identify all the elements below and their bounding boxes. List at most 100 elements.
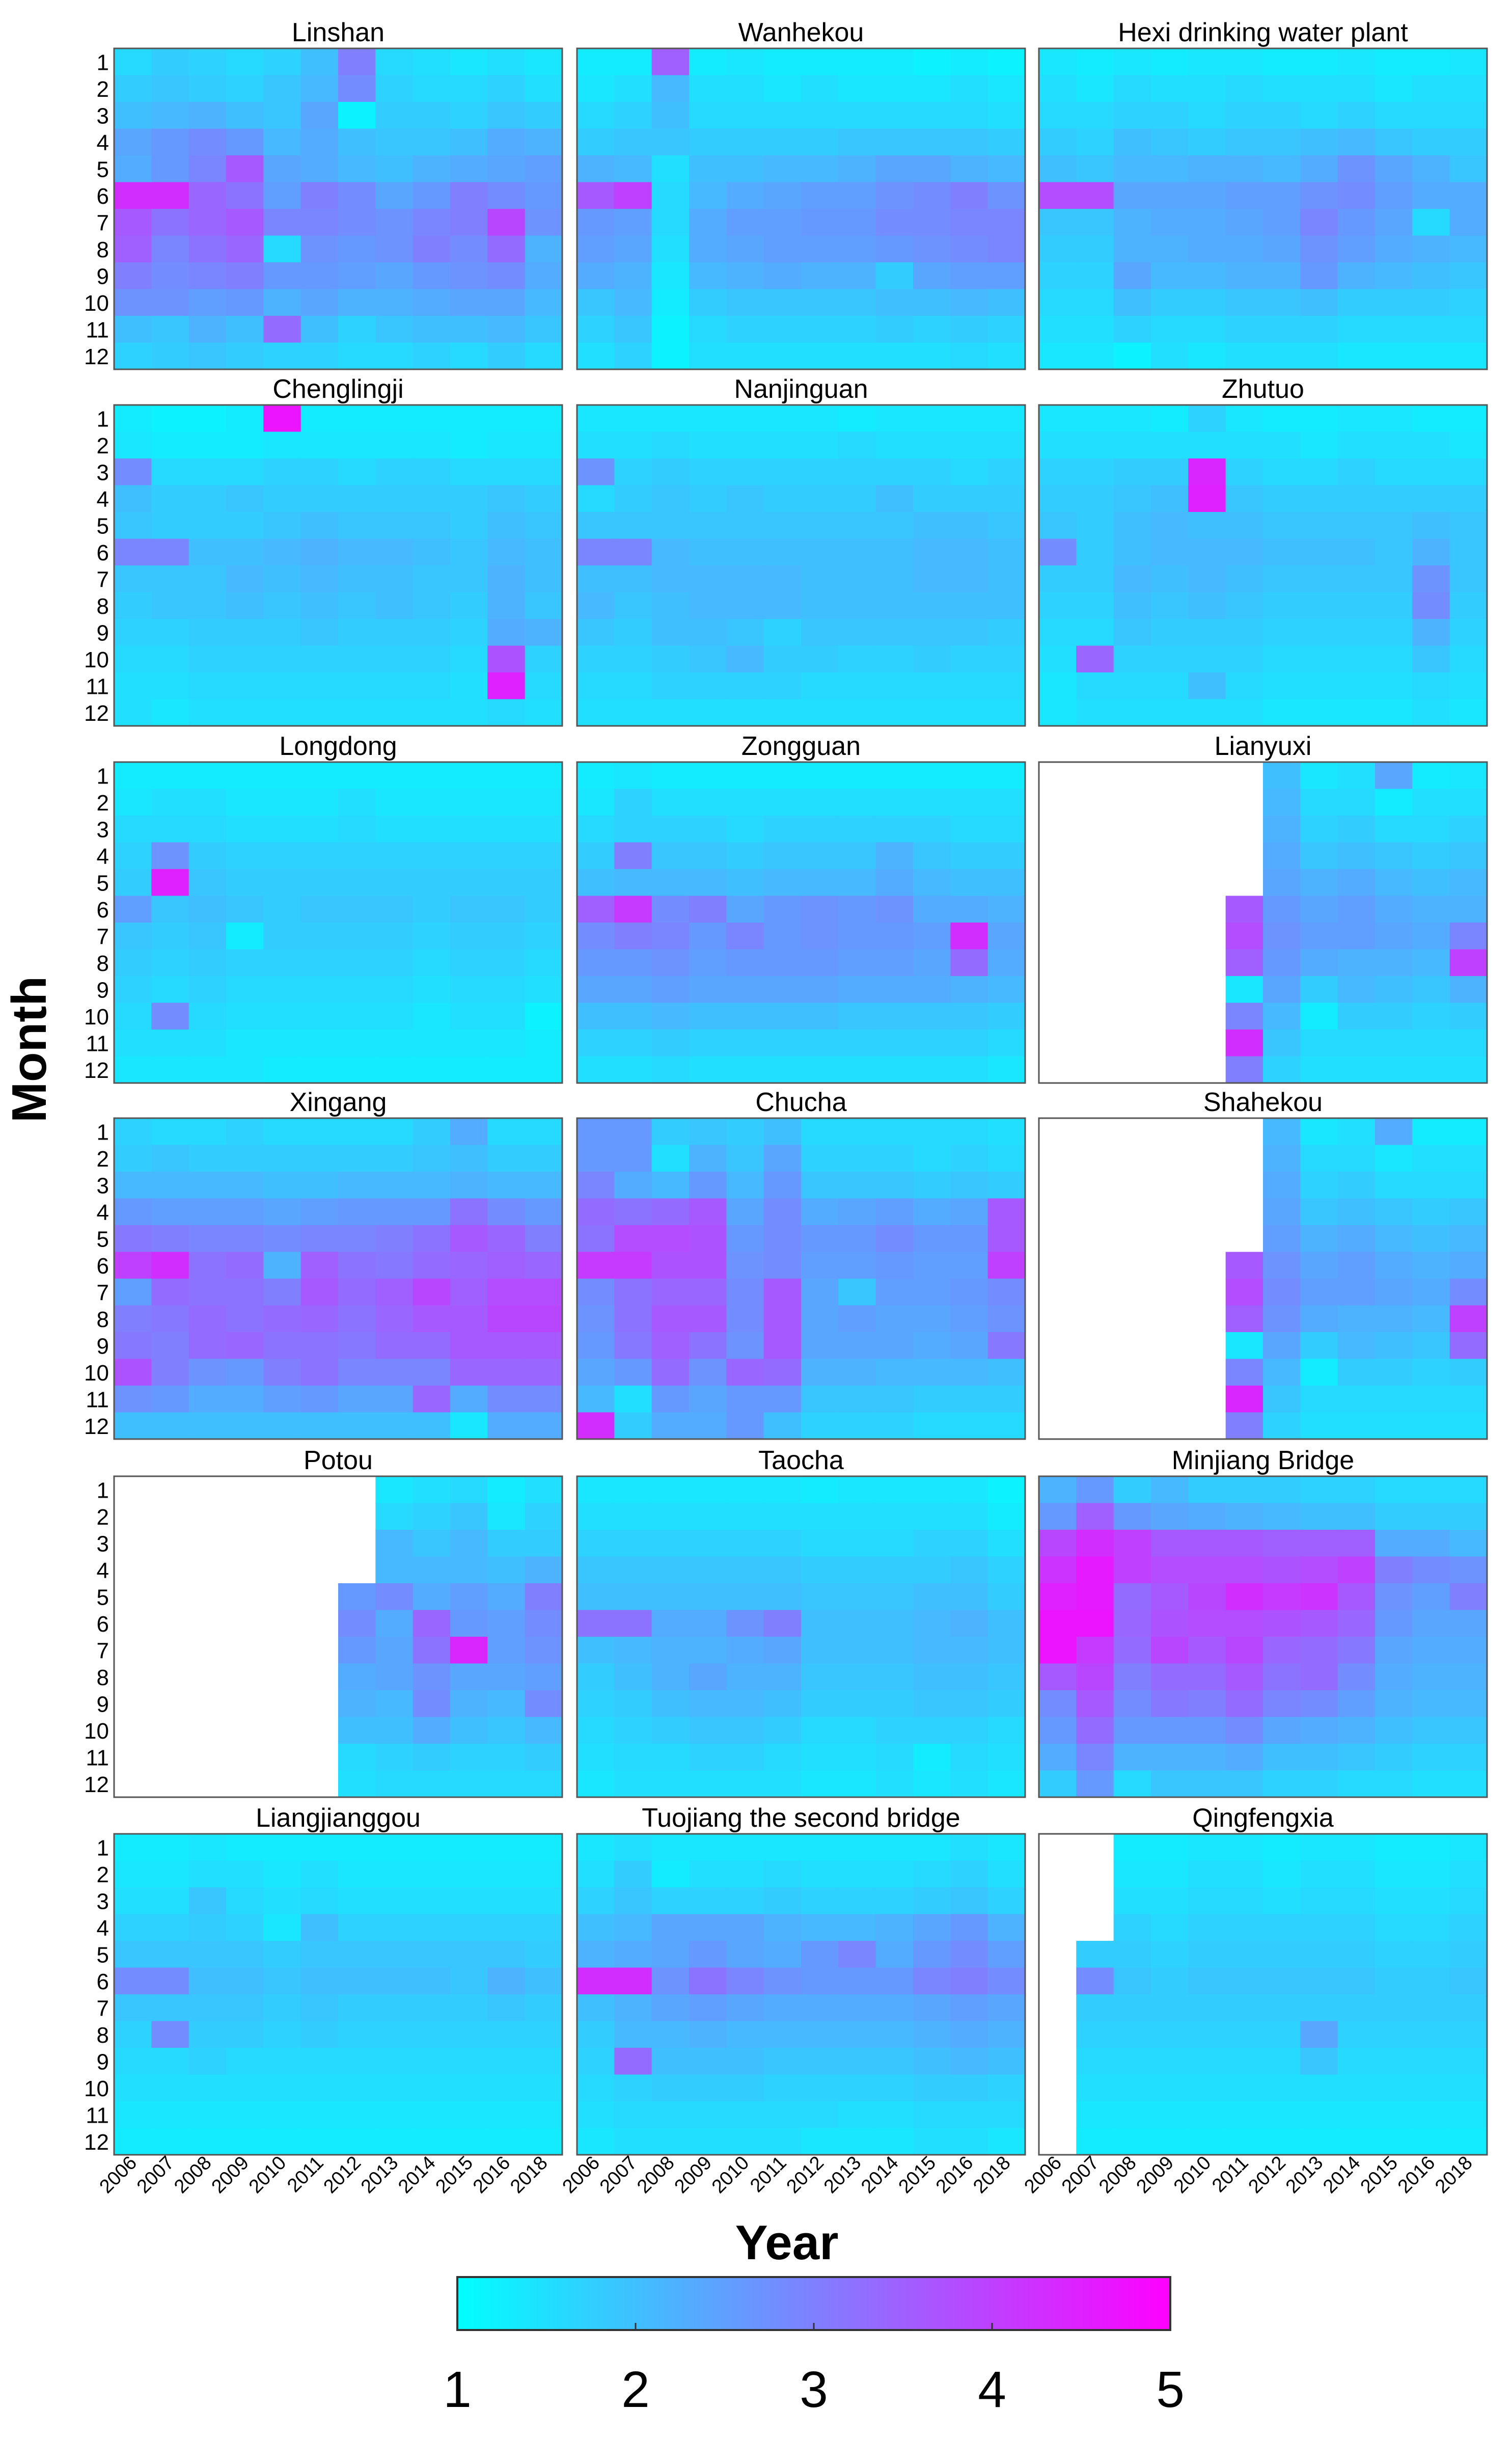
heatmap-cell <box>487 2074 526 2102</box>
heatmap-panel: Taocha <box>576 1446 1026 1798</box>
heatmap-cell <box>151 869 189 897</box>
heatmap-cell <box>263 1941 301 1968</box>
heatmap-cell <box>188 1860 227 1888</box>
heatmap-cell <box>1449 619 1488 646</box>
heatmap-cell <box>1449 2101 1488 2129</box>
heatmap-cell <box>1263 1359 1301 1386</box>
heatmap-cell <box>1337 1332 1376 1360</box>
month-tick-label: 8 <box>97 1307 109 1332</box>
heatmap-cell <box>763 565 802 593</box>
heatmap-cell <box>651 923 690 950</box>
heatmap-cell <box>801 1744 839 1771</box>
month-tick-label: 6 <box>97 1254 109 1279</box>
heatmap-cell <box>114 1252 152 1279</box>
heatmap-cell <box>1151 2048 1189 2075</box>
heatmap-cell <box>1337 1610 1376 1637</box>
year-tick-label: 2014 <box>1319 2152 1364 2198</box>
heatmap-cell <box>950 1994 988 2022</box>
month-tick-label: 2 <box>97 77 109 102</box>
heatmap-cell <box>614 699 652 726</box>
heatmap-cell <box>338 1056 376 1084</box>
heatmap-cell <box>263 458 301 486</box>
heatmap-panel: Hexi drinking water plant <box>1038 18 1488 370</box>
heatmap-cell <box>801 48 839 76</box>
heatmap-cell <box>801 619 839 646</box>
heatmap-cell <box>838 949 876 977</box>
heatmap-cell <box>413 2074 451 2102</box>
heatmap-cell <box>1076 1663 1114 1691</box>
heatmap-cell <box>450 1941 488 1968</box>
heatmap-cell <box>1113 672 1151 700</box>
heatmap-cell <box>263 431 301 459</box>
heatmap-cell <box>726 816 764 843</box>
heatmap-cell <box>1076 458 1114 486</box>
heatmap-cell <box>525 1118 563 1146</box>
heatmap-cell <box>987 619 1026 646</box>
heatmap-cell <box>913 1145 951 1172</box>
heatmap-cell <box>577 923 615 950</box>
heatmap-cell <box>950 1556 988 1584</box>
heatmap-cell <box>1375 2101 1413 2129</box>
heatmap-cell <box>763 842 802 870</box>
heatmap-cell <box>1263 75 1301 102</box>
heatmap-cell <box>838 1744 876 1771</box>
heatmap-cell <box>413 209 451 236</box>
heatmap-cell <box>577 289 615 316</box>
heatmap-cell <box>987 128 1026 156</box>
heatmap-cell <box>1337 1279 1376 1306</box>
heatmap-cell <box>300 1994 339 2022</box>
heatmap-cell <box>614 485 652 512</box>
heatmap-cell <box>1300 1252 1338 1279</box>
heatmap-cell <box>263 2128 301 2155</box>
heatmap-cell <box>1151 316 1189 343</box>
heatmap-cell <box>375 1941 414 1968</box>
heatmap-cell <box>875 1834 914 1861</box>
heatmap-cell <box>413 645 451 673</box>
heatmap-cell <box>450 1770 488 1798</box>
year-tick-label: 2007 <box>1058 2152 1103 2198</box>
heatmap-cell <box>987 645 1026 673</box>
heatmap-cell <box>450 75 488 102</box>
heatmap-cell <box>614 2074 652 2102</box>
heatmap-cell <box>450 289 488 316</box>
heatmap-cell <box>188 155 227 183</box>
heatmap-cell <box>875 592 914 619</box>
heatmap-cell <box>151 512 189 539</box>
heatmap-cell <box>1076 405 1114 432</box>
heatmap-cell <box>651 155 690 183</box>
heatmap-cell <box>1375 1145 1413 1172</box>
heatmap-cell <box>1375 1003 1413 1030</box>
heatmap-cell <box>913 2128 951 2155</box>
panel-title: Taocha <box>758 1446 844 1475</box>
heatmap-cell <box>413 1118 451 1146</box>
heatmap-cell <box>1225 1530 1263 1557</box>
heatmap-cell <box>763 512 802 539</box>
heatmap-cell <box>763 699 802 726</box>
heatmap-cell <box>1449 1118 1488 1146</box>
heatmap-cell <box>1412 1637 1450 1664</box>
heatmap-cell <box>114 672 152 700</box>
heatmap-cell <box>651 458 690 486</box>
heatmap-cell <box>1188 405 1226 432</box>
heatmap-cell <box>1412 1503 1450 1530</box>
heatmap-cell <box>1113 1690 1151 1718</box>
heatmap-cell <box>1263 1252 1301 1279</box>
heatmap-cell <box>614 896 652 923</box>
heatmap-cell <box>300 1030 339 1057</box>
heatmap-cell <box>375 262 414 290</box>
heatmap-cell <box>1337 565 1376 593</box>
heatmap-cell <box>651 75 690 102</box>
heatmap-cell <box>1188 2021 1226 2048</box>
heatmap-cell <box>413 538 451 566</box>
heatmap-cell <box>487 1386 526 1413</box>
heatmap-cell <box>226 75 264 102</box>
heatmap-cell <box>151 2101 189 2129</box>
heatmap-cell <box>1113 155 1151 183</box>
heatmap-cell <box>1188 1860 1226 1888</box>
heatmap-cell <box>950 1412 988 1440</box>
year-tick-label: 2015 <box>432 2152 477 2198</box>
heatmap-cell <box>1225 976 1263 1004</box>
heatmap-cell <box>151 431 189 459</box>
year-tick-label: 2008 <box>633 2152 678 2198</box>
heatmap-cell <box>1263 976 1301 1004</box>
